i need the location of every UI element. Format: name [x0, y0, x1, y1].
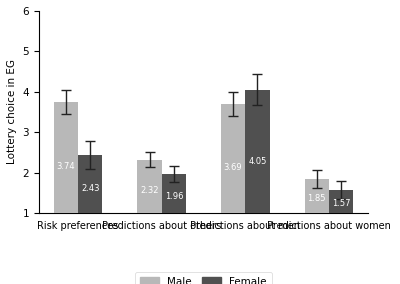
Y-axis label: Lottery choice in EG: Lottery choice in EG	[7, 59, 17, 164]
Text: 2.32: 2.32	[140, 186, 159, 195]
Text: 1.57: 1.57	[332, 199, 350, 208]
Bar	[221, 104, 245, 213]
Text: 3.69: 3.69	[224, 163, 242, 172]
Text: 2.43: 2.43	[81, 184, 100, 193]
Text: 4.05: 4.05	[248, 157, 266, 166]
Bar	[245, 90, 270, 213]
Bar	[137, 160, 162, 213]
Text: 1.96: 1.96	[164, 192, 183, 201]
Legend: Male, Female: Male, Female	[135, 272, 272, 284]
Text: 3.74: 3.74	[57, 162, 75, 171]
Bar	[329, 190, 353, 213]
Bar	[304, 179, 329, 213]
Bar	[162, 174, 186, 213]
Bar	[54, 102, 78, 213]
Bar	[78, 155, 102, 213]
Text: 1.85: 1.85	[308, 194, 326, 203]
